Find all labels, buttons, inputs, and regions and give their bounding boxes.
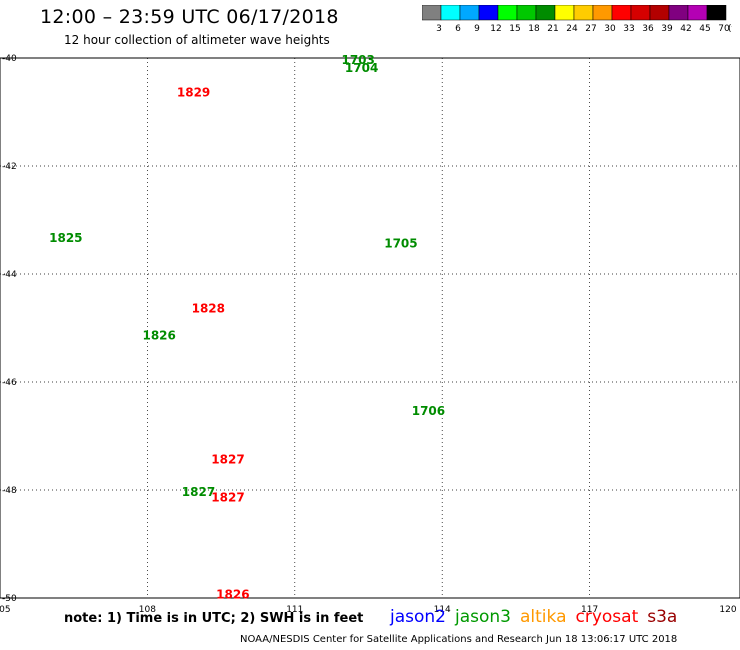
x-tick-label: 105	[0, 605, 11, 615]
pass-number-label: 1827	[182, 485, 215, 499]
color-scale-label: 9	[474, 24, 480, 34]
color-scale-label: 18	[528, 24, 540, 34]
page-subtitle: 12 hour collection of altimeter wave hei…	[64, 33, 330, 47]
pass-number-label: 1827	[211, 453, 244, 467]
pass-number-label: 1826	[142, 328, 175, 342]
color-scale-label: 15	[509, 24, 520, 34]
pass-number-label: 1826	[216, 588, 249, 602]
color-scale-label: 39	[661, 24, 673, 34]
y-tick-label: -50	[2, 594, 17, 604]
pass-number-label: 1704	[345, 61, 378, 75]
legend-s3a: s3a	[647, 607, 678, 627]
x-tick-label: 114	[434, 605, 451, 615]
pass-number-label: 1828	[192, 301, 225, 315]
color-scale-label: 45	[699, 24, 710, 34]
color-scale-unit: (ft)	[728, 24, 732, 34]
x-tick-label: 111	[286, 605, 303, 615]
color-scale-label: 6	[455, 24, 461, 34]
plot-frame	[0, 57, 740, 599]
pass-number-label: 1829	[177, 85, 210, 99]
legend-altika: altika	[520, 607, 567, 627]
color-scale-label: 36	[642, 24, 654, 34]
y-tick-label: -40	[2, 54, 17, 64]
color-scale-label: 24	[566, 24, 578, 34]
x-tick-label: 117	[581, 605, 598, 615]
pass-number-label: 1825	[49, 231, 82, 245]
y-tick-label: -48	[2, 486, 17, 496]
page-title: 12:00 – 23:59 UTC 06/17/2018	[40, 6, 339, 28]
axis-ticks: 105 108 111 114 117 120 -40 -42 -44 -46 -48 -50	[0, 54, 737, 615]
y-tick-label: -46	[2, 378, 17, 388]
x-tick-label: 108	[139, 605, 156, 615]
satellite-legend: jason2 jason3 altika cryosat s3a	[390, 607, 686, 627]
color-swatch	[706, 5, 727, 21]
color-scale-label: 70	[718, 24, 730, 34]
legend-cryosat: cryosat	[575, 607, 639, 627]
color-scale-label: 12	[490, 24, 501, 34]
color-scale-label: 27	[585, 24, 596, 34]
x-tick-label: 120	[719, 605, 736, 615]
pass-number-label: 1705	[384, 237, 417, 251]
pass-number-label: 1827	[211, 490, 244, 504]
color-scale-label: 21	[547, 24, 558, 34]
legend-jason3: jason3	[455, 607, 511, 627]
color-scale-label: 33	[623, 24, 634, 34]
legend-jason2: jason2	[390, 607, 446, 627]
grid-lines	[0, 58, 740, 598]
footer-credit: NOAA/NESDIS Center for Satellite Applica…	[240, 634, 678, 645]
color-scale-label: 42	[680, 24, 691, 34]
color-scale-label: 30	[604, 24, 616, 34]
color-scale-label: 3	[436, 24, 442, 34]
y-tick-label: -44	[2, 270, 17, 280]
y-tick-label: -42	[2, 162, 17, 172]
footer-note: note: 1) Time is in UTC; 2) SWH is in fe…	[64, 611, 364, 626]
pass-number-label: 1703	[341, 53, 374, 67]
pass-number-label: 1706	[412, 404, 445, 418]
